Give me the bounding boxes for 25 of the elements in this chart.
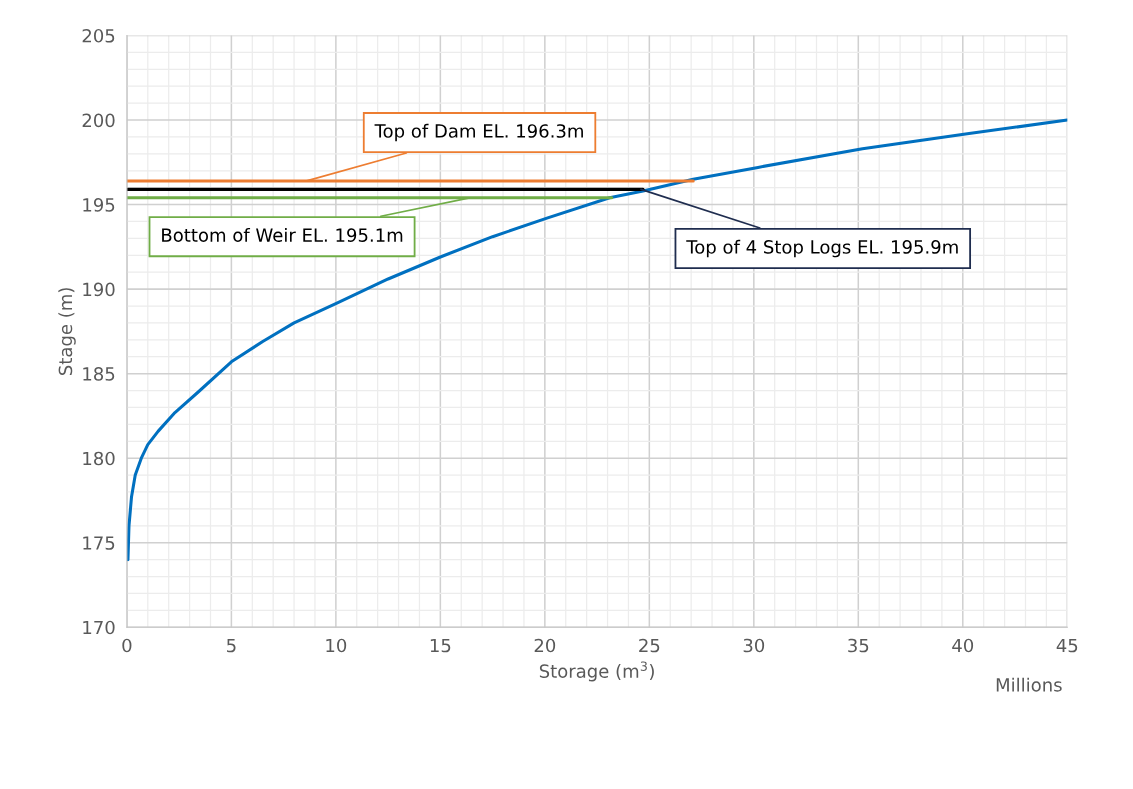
x-tick-label: 40 — [952, 638, 974, 653]
x-axis-title: Storage (m$^{3}$) — [539, 661, 654, 682]
x-tick-label: 0 — [122, 638, 132, 653]
y-tick-label: 195 — [83, 198, 115, 212]
y-tick-label: 185 — [83, 367, 115, 381]
line-series — [126, 118, 1068, 562]
x-tick-label: 45 — [1056, 638, 1078, 653]
x-tick-label: 25 — [639, 638, 660, 653]
annotation: Top of Dam EL. 196.3m — [374, 123, 583, 142]
x-tick-label: 15 — [430, 638, 451, 653]
text: Millions — [996, 677, 1062, 692]
x-tick-label: 20 — [534, 638, 556, 653]
y-tick-label: 190 — [83, 282, 115, 297]
y-tick-label: 170 — [83, 620, 115, 635]
x-tick-label: 35 — [848, 638, 869, 653]
y-tick-label: 205 — [82, 28, 115, 43]
y-tick-label: 180 — [83, 451, 115, 466]
x-tick-label: 30 — [743, 638, 765, 653]
y-tick-label: 200 — [82, 113, 115, 128]
y-tick-label: 175 — [83, 536, 115, 550]
x-tick-label: 5 — [227, 638, 236, 653]
x-tick-label: 10 — [326, 638, 347, 653]
annotation: Bottom of Weir EL. 195.1m — [162, 227, 403, 242]
y-axis-title: Stage (m) — [58, 288, 76, 375]
annotation: Top of 4 Stop Logs EL. 195.9m — [686, 239, 958, 258]
